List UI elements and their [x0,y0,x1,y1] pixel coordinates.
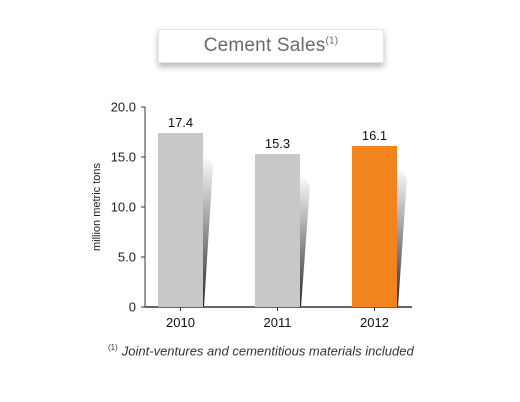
y-tick-label: 0 [129,300,136,315]
bar-value-label: 15.3 [265,136,290,151]
y-tick-label: 15.0 [111,150,136,165]
chart-title: Cement Sales(1) [203,35,339,56]
bar [352,146,397,307]
bar-shadow [397,166,407,307]
footnote: (1) Joint-ventures and cementitious mater… [108,343,414,358]
chart-title-box: Cement Sales(1) [158,29,384,63]
y-axis-title: million metric tons [91,162,103,251]
x-tick-label: 2011 [264,315,292,330]
y-tick-label: 5.0 [118,250,136,265]
y-tick-label: 10.0 [111,200,136,215]
chart-title-footnote-marker: (1) [325,35,339,47]
y-tick-label: 20.0 [111,100,136,115]
bar-value-label: 17.4 [168,115,193,130]
bar-shadow [203,153,213,307]
x-tick-label: 2012 [360,315,389,330]
footnote-marker: (1) [108,343,118,352]
bar-value-label: 16.1 [362,128,387,143]
footnote-text: Joint-ventures and cementitious material… [121,343,414,359]
bar [255,154,300,307]
bar [158,133,203,307]
x-tick-label: 2010 [166,315,195,330]
bar-shadow [300,174,310,307]
